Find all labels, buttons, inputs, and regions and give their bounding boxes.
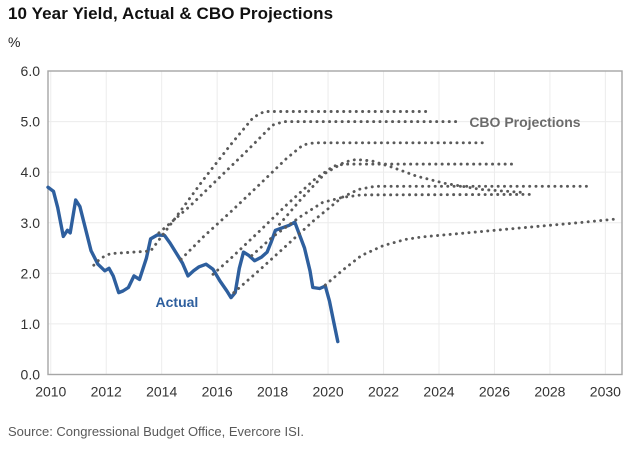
y-axis-tick-label: 3.0 — [21, 215, 41, 231]
x-axis-tick-label: 2012 — [91, 384, 122, 400]
cbo-projection-line — [278, 158, 524, 226]
y-axis-tick-label: 1.0 — [21, 316, 41, 332]
x-axis-tick-label: 2026 — [479, 384, 510, 400]
y-axis-tick-label: 5.0 — [21, 114, 41, 130]
x-axis-tick-label: 2024 — [423, 384, 454, 400]
chart-title: 10 Year Yield, Actual & CBO Projections — [8, 4, 334, 23]
plot-border — [47, 70, 623, 376]
x-axis-tick-label: 2028 — [534, 384, 565, 400]
x-axis-tick-label: 2030 — [590, 384, 621, 400]
x-axis-tick-label: 2014 — [146, 384, 177, 400]
actual-yield-line — [46, 185, 340, 344]
x-axis-tick-label: 2016 — [202, 384, 233, 400]
y-axis-unit-label: % — [8, 34, 21, 50]
x-axis-tick-label: 2018 — [257, 384, 288, 400]
y-axis-tick-label: 4.0 — [21, 164, 41, 180]
y-axis-tick-label: 6.0 — [21, 63, 41, 79]
actual-label: Actual — [156, 294, 199, 310]
cbo-projection-line — [232, 184, 593, 295]
cbo-projection-line — [179, 141, 488, 261]
cbo-projection-line — [323, 217, 621, 287]
source-note: Source: Congressional Budget Office, Eve… — [8, 424, 305, 439]
cbo-projections-label: CBO Projections — [469, 114, 580, 130]
x-axis-tick-label: 2022 — [368, 384, 399, 400]
x-axis-tick-label: 2020 — [312, 384, 343, 400]
y-axis-tick-label: 0.0 — [21, 367, 41, 383]
y-axis-tick-label: 2.0 — [21, 265, 41, 281]
cbo-projection-line — [92, 110, 430, 267]
cbo-projection-line — [250, 192, 535, 258]
x-axis-tick-label: 2010 — [35, 384, 66, 400]
